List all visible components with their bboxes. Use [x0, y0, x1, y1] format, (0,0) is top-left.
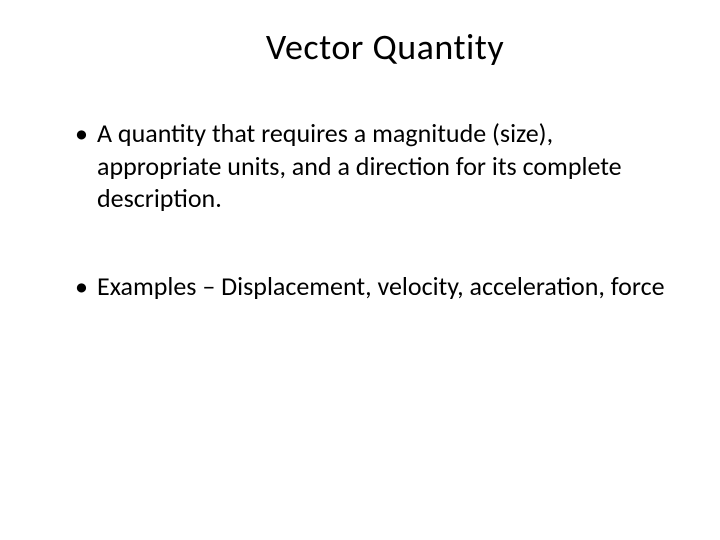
bullet-list: A quantity that requires a magnitude (si… — [55, 117, 665, 302]
bullet-item: A quantity that requires a magnitude (si… — [75, 117, 665, 215]
slide-container: Vector Quantity A quantity that requires… — [0, 0, 720, 540]
bullet-item: Examples – Displacement, velocity, accel… — [75, 270, 665, 303]
slide-title: Vector Quantity — [105, 25, 665, 69]
